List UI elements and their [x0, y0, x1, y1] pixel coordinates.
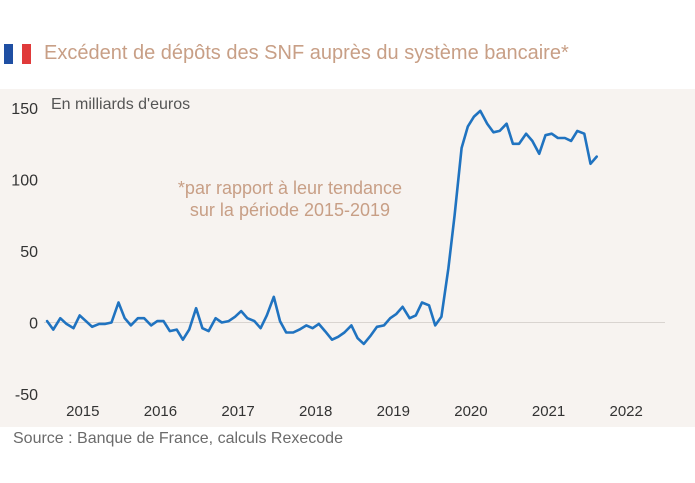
y-axis-label: En milliards d'euros [51, 96, 190, 113]
annotation-line-2: sur la période 2015-2019 [190, 200, 390, 220]
x-tick-label: 2021 [532, 403, 565, 420]
annotation-line-1: *par rapport à leur tendance [178, 178, 402, 198]
y-tick-label: -50 [15, 387, 38, 404]
x-tick-label: 2019 [377, 403, 410, 420]
x-tick-label: 2017 [221, 403, 254, 420]
plot-area [0, 89, 695, 427]
x-tick-label: 2020 [454, 403, 487, 420]
flag-stripe-blue [4, 44, 13, 64]
y-tick-label: 50 [20, 244, 38, 261]
y-tick-label: 100 [11, 173, 38, 190]
source-note: Source : Banque de France, calculs Rexec… [13, 430, 343, 447]
y-tick-label: 150 [11, 101, 38, 118]
y-tick-label: 0 [29, 316, 38, 333]
x-tick-label: 2018 [299, 403, 332, 420]
x-tick-label: 2015 [66, 403, 99, 420]
flag-stripe-white [13, 44, 22, 64]
french-flag-icon [4, 44, 31, 64]
chart-title: Excédent de dépôts des SNF auprès du sys… [44, 42, 569, 64]
series-line [45, 109, 599, 346]
x-tick-label: 2022 [610, 403, 643, 420]
flag-stripe-red [22, 44, 31, 64]
x-tick-label: 2016 [144, 403, 177, 420]
